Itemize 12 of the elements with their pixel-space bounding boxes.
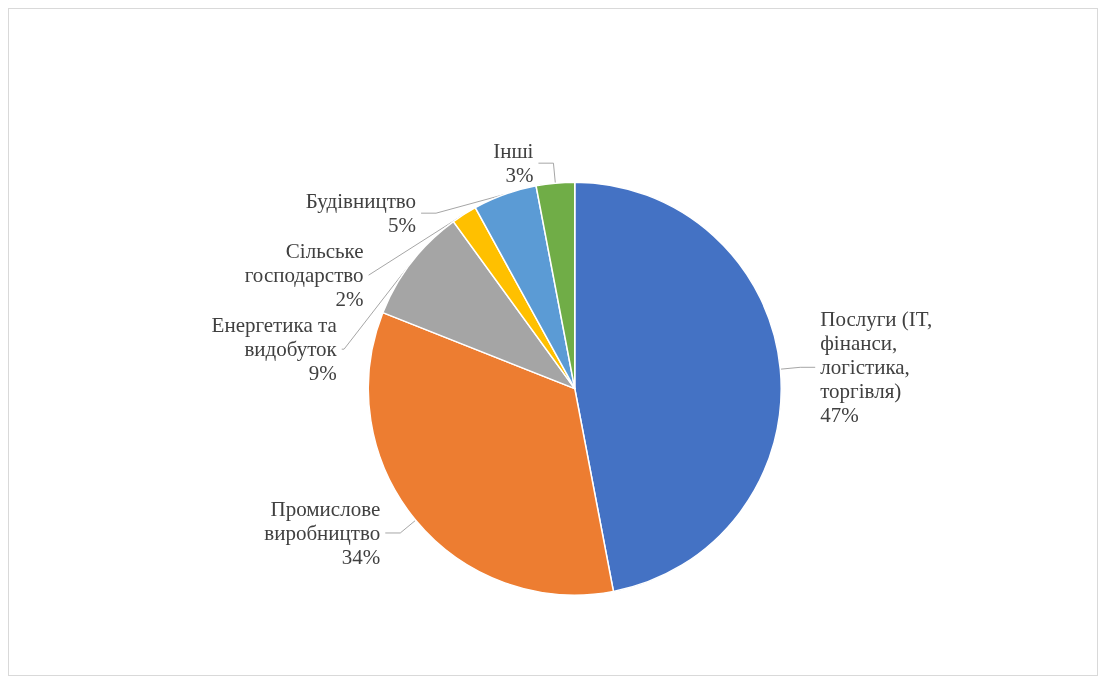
data-label: 34% [341,544,381,569]
slice-label: Промислове виробництво [264,496,381,545]
data-label: 3% [505,163,534,188]
data-label: 5% [388,213,417,238]
slice-label: Будівництво [305,189,417,214]
slice-label: Послуги (IT, фінанси, логістика, торгівля) [820,307,933,404]
data-label: 2% [335,287,364,312]
data-label: 47% [820,403,859,428]
data-label: 9% [308,361,337,386]
slice-label: Інші [493,139,534,164]
slice-label: Сільське господарство [244,239,364,288]
slice-label: Енергетика та видобуток [211,313,338,362]
